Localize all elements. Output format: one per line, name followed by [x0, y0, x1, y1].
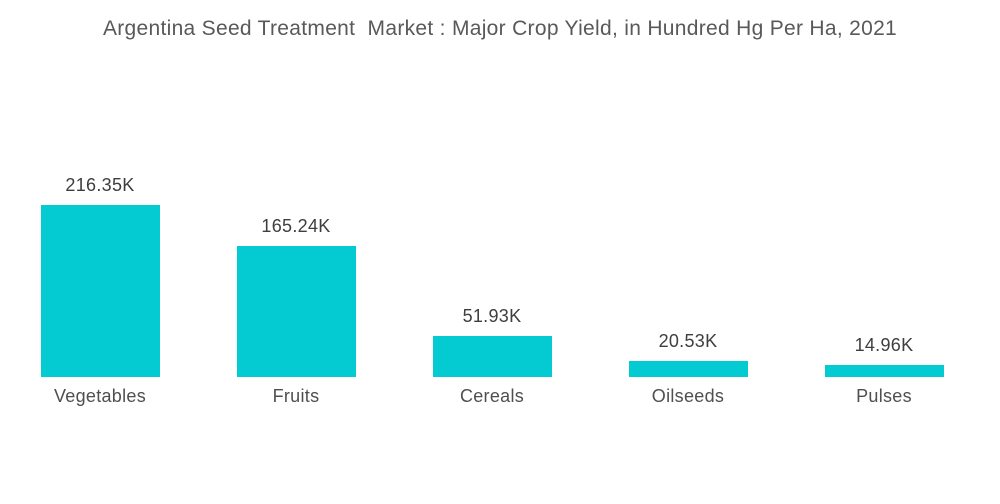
bar-value-label: 14.96K — [854, 335, 914, 355]
category-label-oilseeds: Oilseeds — [651, 386, 725, 406]
bar-column-pulses: 14.96K — [786, 335, 982, 377]
category-label-vegetables: Vegetables — [53, 386, 147, 406]
bar-column-fruits: 165.24K — [198, 216, 394, 377]
bar-oilseeds — [628, 361, 748, 377]
bar-cereals — [432, 336, 552, 377]
bar-value-label: 51.93K — [462, 306, 522, 326]
plot-area: 216.35K 165.24K 51.93K 20.53K 14.96K — [2, 0, 982, 377]
category-label-pulses: Pulses — [856, 386, 912, 406]
bar-value-label: 216.35K — [65, 175, 135, 195]
bar-pulses — [824, 365, 944, 377]
bar-value-label: 20.53K — [658, 331, 718, 351]
chart-title: Argentina Seed Treatment Market : Major … — [102, 17, 898, 40]
bar-vegetables — [40, 205, 160, 377]
bar-fruits — [236, 246, 356, 377]
category-label-fruits: Fruits — [272, 386, 320, 406]
bar-column-vegetables: 216.35K — [2, 175, 198, 377]
bar-column-oilseeds: 20.53K — [590, 331, 786, 377]
bar-value-label: 165.24K — [261, 216, 331, 236]
category-label-cereals: Cereals — [459, 386, 525, 406]
category-axis: Vegetables Fruits Cereals Oilseeds Pulses — [2, 386, 982, 407]
bar-column-cereals: 51.93K — [394, 306, 590, 377]
